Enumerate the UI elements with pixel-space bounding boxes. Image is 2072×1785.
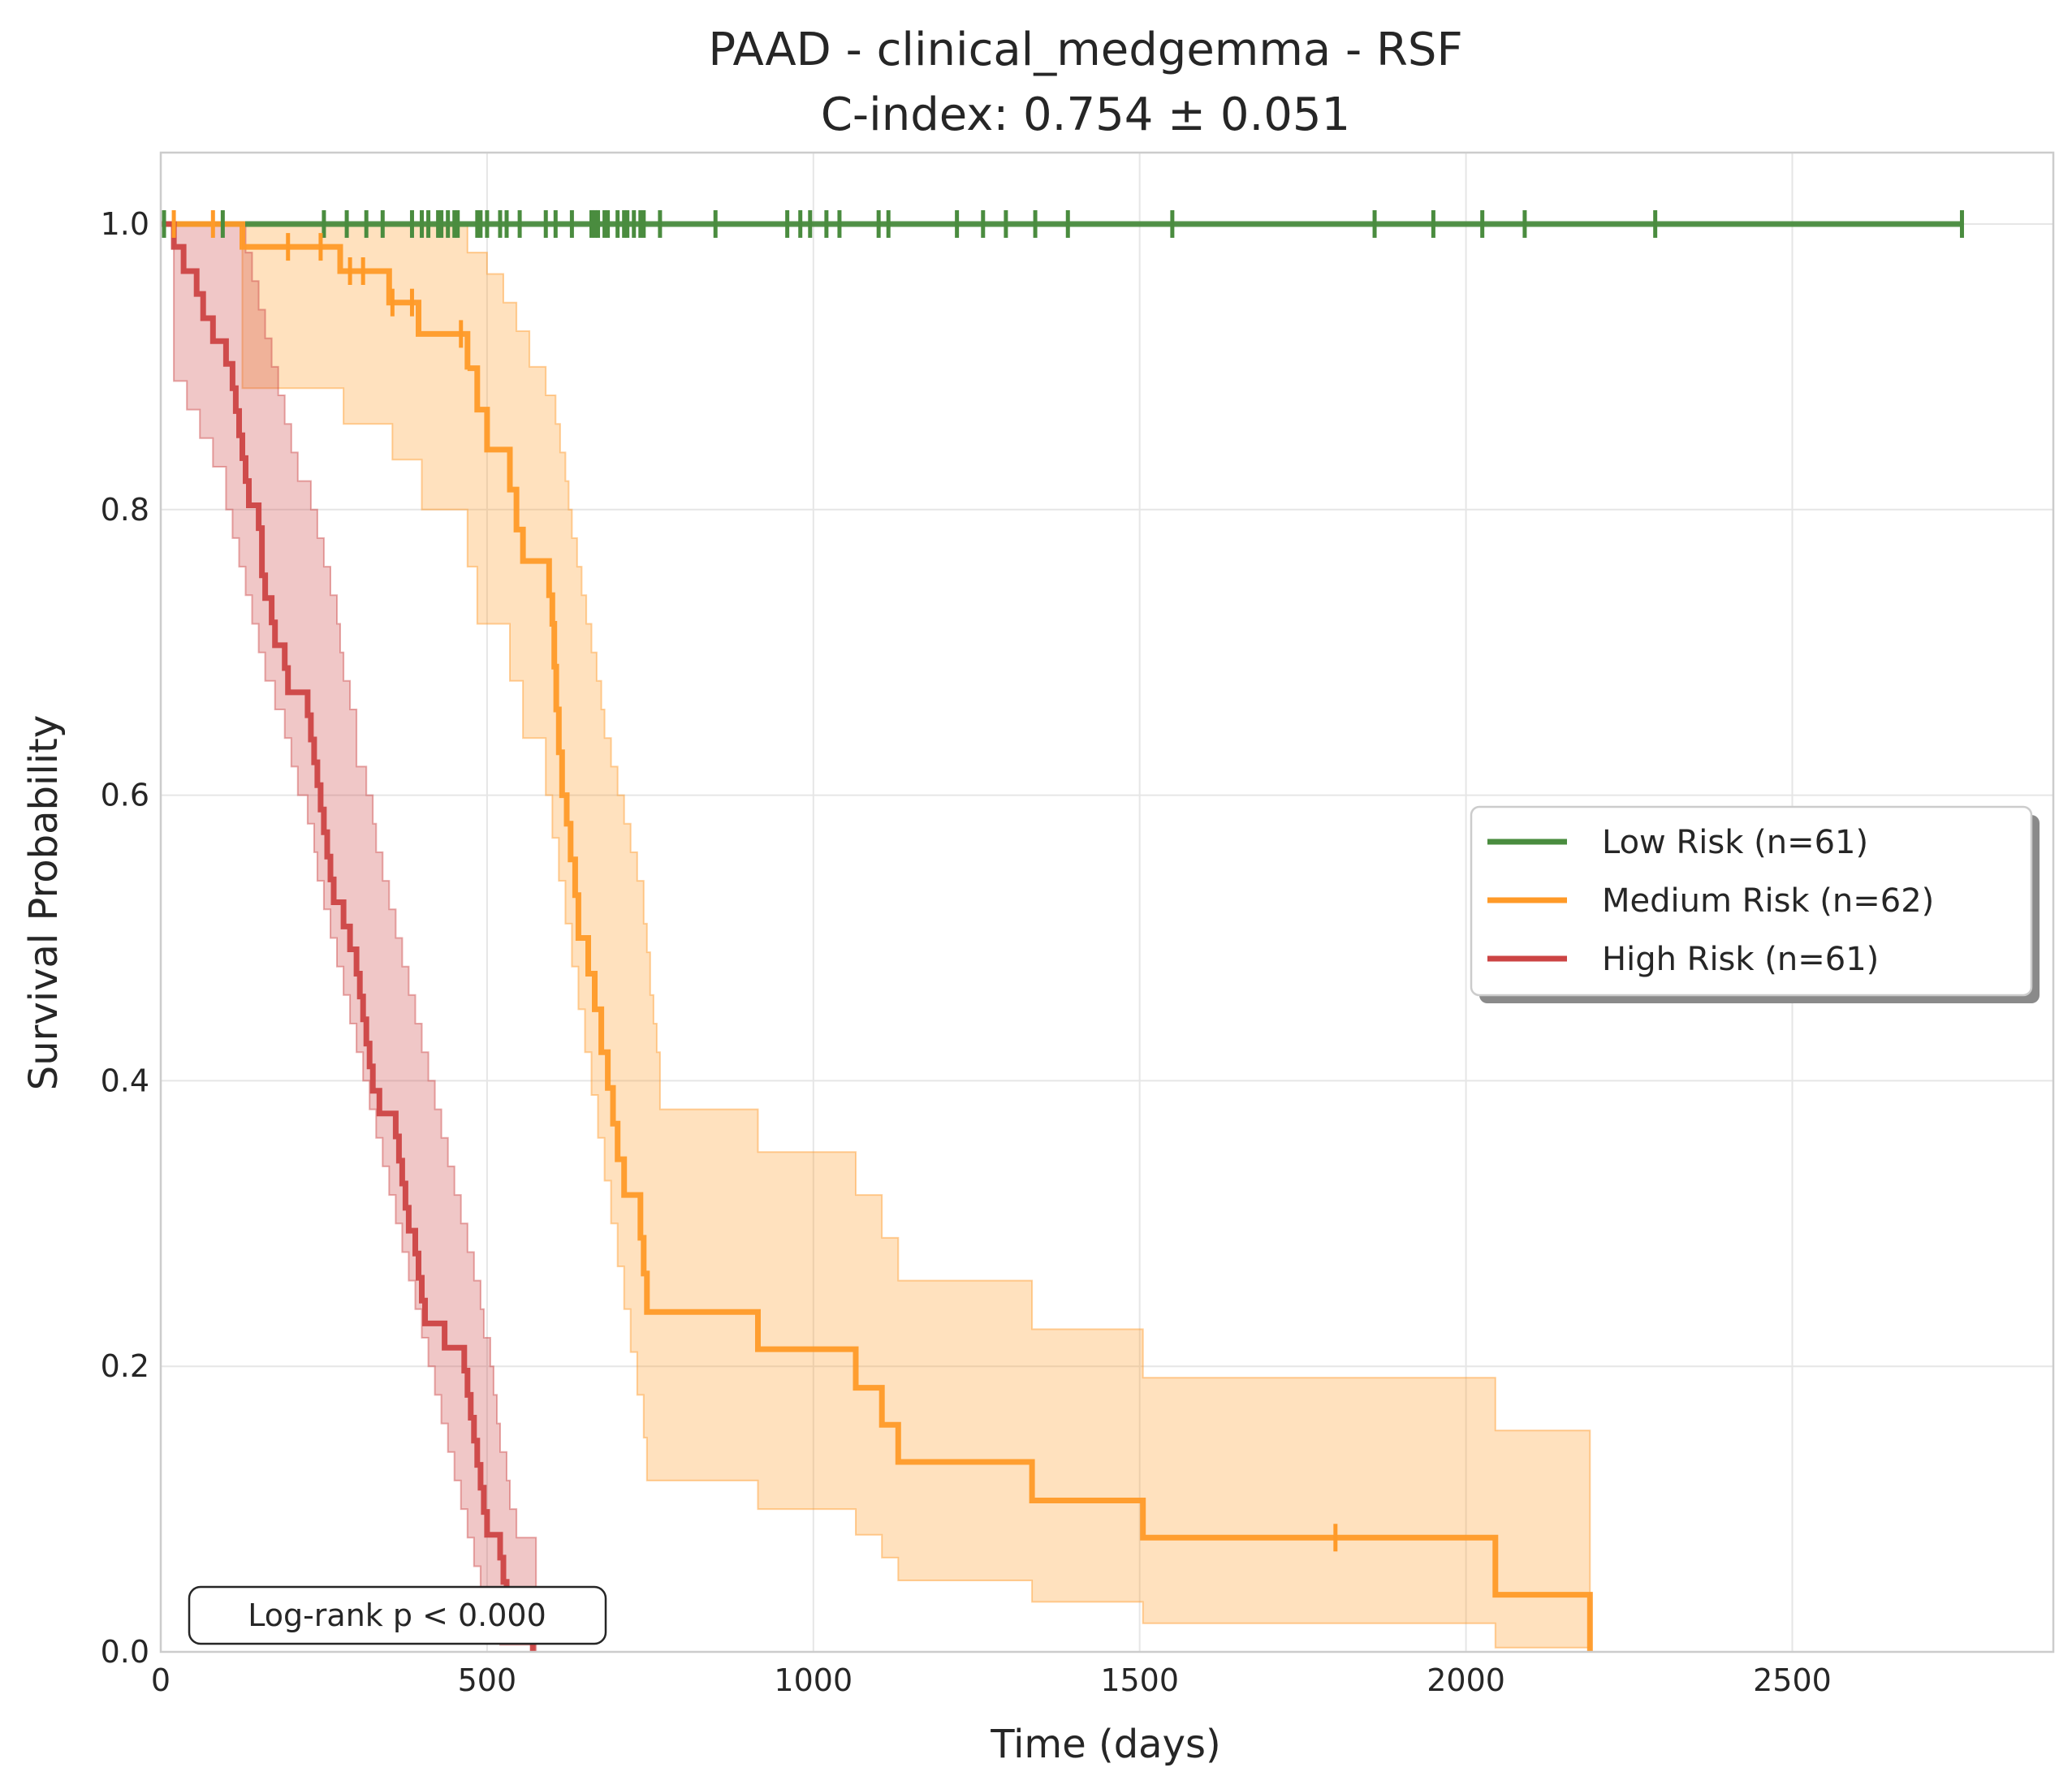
y-tick-label: 0.4	[101, 1063, 149, 1098]
legend: Low Risk (n=61) Medium Risk (n=62) High …	[1470, 805, 2040, 1003]
grid-lines	[160, 153, 2053, 1653]
censor-marks	[162, 209, 1964, 1552]
x-tick-label: 2000	[1427, 1662, 1505, 1698]
x-tick-label: 500	[458, 1662, 517, 1698]
logrank-annotation: Log-rank p < 0.000	[188, 1585, 607, 1645]
legend-box	[1470, 805, 2033, 997]
y-tick-label: 0.2	[101, 1348, 149, 1384]
chart-title: PAAD - clinical_medgemma - RSF	[708, 24, 1462, 76]
x-tick-label: 2500	[1753, 1662, 1832, 1698]
survival-curves	[161, 221, 1962, 1652]
annotation-text: Log-rank p < 0.000	[248, 1597, 546, 1633]
x-tick-labels: 0 500 1000 1500 2000 2500	[151, 1662, 1832, 1698]
y-tick-label: 1.0	[101, 206, 149, 242]
legend-label-high: High Risk (n=61)	[1602, 941, 1879, 978]
annotation-box	[188, 1585, 607, 1645]
legend-label-medium: Medium Risk (n=62)	[1602, 882, 1934, 920]
y-axis-label: Survival Probability	[21, 715, 67, 1091]
x-axis-label: Time (days)	[990, 1722, 1220, 1767]
y-tick-label: 0.6	[101, 778, 149, 813]
chart-subtitle: C-index: 0.754 ± 0.051	[821, 88, 1350, 141]
y-tick-label: 0.0	[101, 1634, 149, 1670]
x-tick-label: 1000	[774, 1662, 853, 1698]
survival-line-medium	[161, 221, 1593, 1652]
x-tick-label: 0	[151, 1662, 171, 1698]
y-tick-label: 0.8	[101, 492, 149, 528]
x-tick-label: 1500	[1100, 1662, 1179, 1698]
ci-band-medium	[161, 223, 1591, 1652]
survival-line-high	[161, 221, 536, 1652]
plot-frame	[159, 151, 2055, 1653]
legend-label-low: Low Risk (n=61)	[1602, 824, 1868, 861]
y-tick-labels: 0.0 0.2 0.4 0.6 0.8 1.0	[101, 206, 149, 1670]
